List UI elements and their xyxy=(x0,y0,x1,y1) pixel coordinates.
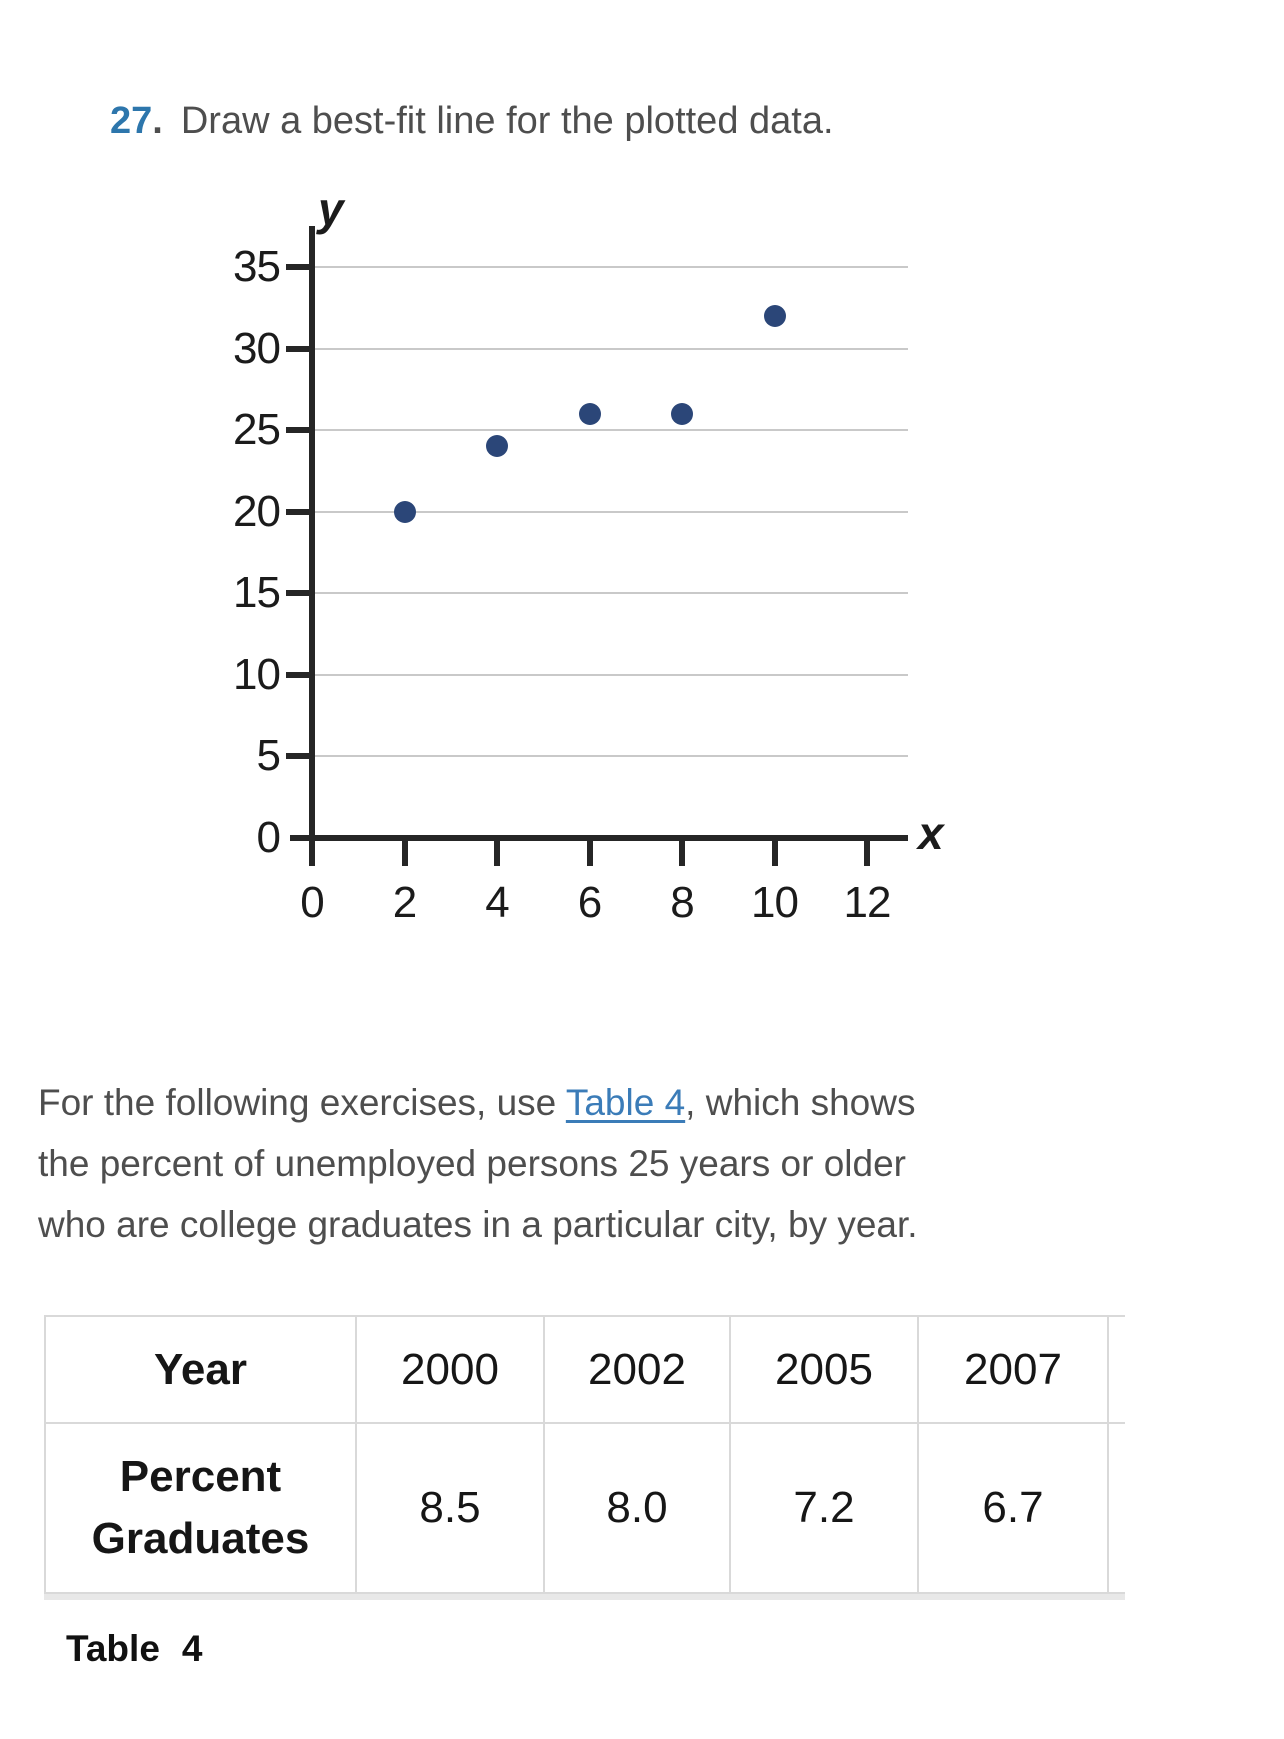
table-data-cell: 8.0 xyxy=(543,1422,731,1594)
exercise-header: 27. Draw a best-fit line for the plotted … xyxy=(110,100,834,143)
scatter-chart: 0 5 10 15 20 25 30 35 0 2 4 6 8 10 12 y x xyxy=(190,183,990,1000)
x-tick-label: 0 xyxy=(300,878,324,927)
y-tick-mark xyxy=(286,590,312,597)
y-tick-mark xyxy=(286,671,312,678)
x-tick-mark xyxy=(864,838,870,866)
x-tick-label: 2 xyxy=(392,878,417,927)
table-caption-label: Table xyxy=(66,1628,160,1669)
h-gridline xyxy=(312,673,908,676)
table-row-label: Percent Graduates xyxy=(44,1422,357,1594)
x-tick-label: 8 xyxy=(670,878,694,927)
x-tick-label: 12 xyxy=(843,878,892,927)
y-axis-title: y xyxy=(318,183,344,235)
y-tick-label: 30 xyxy=(233,323,281,373)
y-tick-label: 35 xyxy=(233,242,281,291)
table-header-sliver xyxy=(1107,1315,1125,1424)
y-tick-mark xyxy=(286,753,312,760)
intro-line1-post: , which shows xyxy=(685,1082,916,1123)
table-header-cell: 2000 xyxy=(355,1315,545,1424)
data-point xyxy=(393,500,416,523)
y-tick-label: 25 xyxy=(233,405,281,455)
y-tick-label: 0 xyxy=(256,813,281,862)
exercise-number: 27 xyxy=(110,100,153,142)
y-tick-mark xyxy=(286,264,312,270)
y-tick-label: 5 xyxy=(256,731,281,781)
data-table: Year 2000 2002 2005 2007 Percent Graduates 8.5 8… xyxy=(44,1315,1125,1594)
table-caption-number: 4 xyxy=(181,1628,203,1669)
y-tick-mark xyxy=(286,508,312,515)
x-tick-mark xyxy=(771,838,778,866)
table-data-cell: 7.2 xyxy=(729,1422,919,1594)
table-4-link[interactable]: Table 4 xyxy=(565,1082,686,1123)
data-point xyxy=(486,435,508,458)
x-tick-label: 4 xyxy=(485,878,509,927)
y-tick-mark xyxy=(286,427,312,434)
table-data-cell: 8.5 xyxy=(355,1422,545,1594)
y-tick-label: 15 xyxy=(233,568,281,618)
h-gridline xyxy=(312,592,908,595)
data-table-wrapper: Year 2000 2002 2005 2007 Percent Graduates 8.5 8… xyxy=(44,1315,1125,1600)
exercise-prompt: Draw a best-fit line for the plotted dat… xyxy=(180,100,834,142)
intro-line3: who are college graduates in a particula… xyxy=(38,1204,918,1245)
h-gridline xyxy=(312,510,908,513)
exercise-number-separator: . xyxy=(152,100,163,142)
intro-line2: the percent of unemployed persons 25 yea… xyxy=(38,1143,906,1184)
table-data-sliver xyxy=(1107,1422,1125,1594)
table-header-cell: 2002 xyxy=(543,1315,731,1424)
x-tick-label: 10 xyxy=(751,878,799,927)
h-gridline xyxy=(312,266,908,268)
x-tick-mark xyxy=(586,838,593,866)
x-tick-mark xyxy=(401,838,408,866)
table-header-cell: 2005 xyxy=(729,1315,919,1424)
x-tick-mark xyxy=(679,838,685,866)
y-tick-mark xyxy=(286,345,312,352)
intro-line1-pre: For the following exercises, use xyxy=(38,1082,566,1123)
h-gridline xyxy=(312,347,908,350)
table-data-cell: 6.7 xyxy=(917,1422,1109,1594)
table-header-year: Year xyxy=(44,1315,357,1424)
y-tick-label: 10 xyxy=(233,649,281,699)
x-axis-title: x xyxy=(918,807,944,859)
intro-paragraph: For the following exercises, use Table 4… xyxy=(38,1072,1048,1255)
h-gridline xyxy=(312,429,908,432)
x-tick-mark xyxy=(494,838,500,866)
y-axis-line xyxy=(309,226,315,866)
data-point xyxy=(671,402,693,425)
data-point xyxy=(578,402,601,425)
y-tick-label: 20 xyxy=(233,486,281,536)
table-header-cell: 2007 xyxy=(917,1315,1109,1424)
table-caption: Table 4 xyxy=(66,1628,202,1670)
data-point xyxy=(763,304,786,327)
x-axis-line xyxy=(290,835,908,841)
x-tick-label: 6 xyxy=(577,878,602,927)
h-gridline xyxy=(312,755,908,758)
